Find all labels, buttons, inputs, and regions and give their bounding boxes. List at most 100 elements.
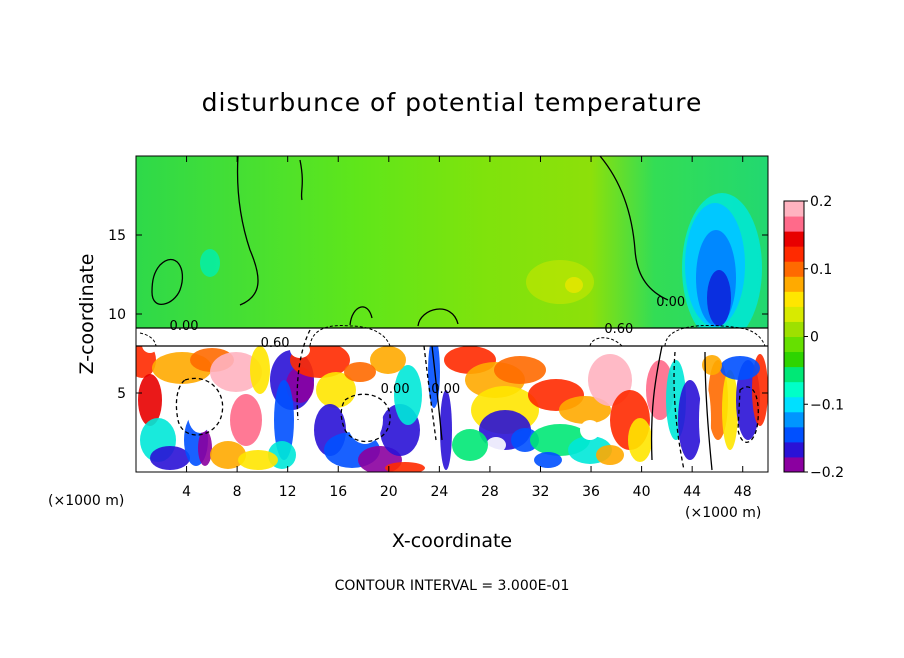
colorbar-ticks: 0.2 0.1 0 −0.1 −0.2 xyxy=(804,194,844,481)
x-unit-left: (×1000 m) xyxy=(48,493,124,509)
colorbar-swatch xyxy=(784,396,804,413)
colorbar-tick-label: −0.1 xyxy=(810,397,844,413)
turbulence-blob xyxy=(534,452,562,468)
x-tick-label: 40 xyxy=(633,484,651,500)
colorbar-swatch xyxy=(784,321,804,337)
contour-label: 0.00 xyxy=(170,319,199,334)
turbulence-blob xyxy=(486,437,506,453)
contour-bumps xyxy=(139,324,766,347)
contour-line xyxy=(417,308,459,327)
turbulence-blob xyxy=(370,346,406,374)
contour-line xyxy=(236,156,259,306)
contour-line xyxy=(299,159,303,201)
x-tick-label: 32 xyxy=(532,484,550,500)
gap-band xyxy=(136,328,768,346)
x-tick-label: 28 xyxy=(481,484,499,500)
turbulence-blob xyxy=(678,380,702,460)
contour-label: 0.00 xyxy=(656,295,685,310)
turbulence-blob xyxy=(559,396,611,424)
colorbar-swatch xyxy=(784,246,804,262)
x-tick-label: 4 xyxy=(182,484,191,500)
x-tick-label: 44 xyxy=(683,484,701,500)
contour-line xyxy=(737,386,759,443)
anomaly-small xyxy=(200,249,220,277)
contour-line xyxy=(664,324,766,347)
y-axis: 5 10 15 xyxy=(108,228,768,402)
turbulence-blob xyxy=(722,370,738,450)
colorbar-swatch xyxy=(784,276,804,292)
x-axis-label: X-coordinate xyxy=(392,530,512,552)
contour-interval-note: CONTOUR INTERVAL = 3.000E-01 xyxy=(335,578,570,594)
contour-line xyxy=(650,345,663,461)
turbulence-blank xyxy=(347,396,383,444)
colorbar-swatch xyxy=(784,231,804,247)
colorbar-swatch xyxy=(784,351,804,368)
contour-line xyxy=(349,306,373,326)
colorbar-swatch xyxy=(784,201,804,217)
turbulence-blob xyxy=(440,390,452,470)
contour-line xyxy=(139,332,157,347)
x-tick-label: 48 xyxy=(734,484,752,500)
turbulence-blob xyxy=(230,394,262,446)
turbulence-blob xyxy=(250,346,270,394)
turbulence-blob xyxy=(702,355,722,375)
plot-area: 0.00 0.60 0.00 0.00 0.60 0.00 xyxy=(136,156,768,472)
contour-label: 0.60 xyxy=(261,336,290,351)
x-tick-label: 12 xyxy=(279,484,297,500)
colorbar-swatch xyxy=(784,216,804,232)
turbulence-blob xyxy=(344,362,376,382)
x-tick-label: 36 xyxy=(582,484,600,500)
turbulence-blob xyxy=(150,446,190,470)
turbulence-blank xyxy=(188,397,212,433)
turbulence-blob xyxy=(238,450,278,470)
turbulence-blob xyxy=(720,356,760,380)
x-tick-label: 16 xyxy=(329,484,347,500)
contour-labels: 0.00 0.60 0.00 0.00 0.60 0.00 xyxy=(170,295,686,397)
turbulence-blank xyxy=(699,384,711,456)
colorbar-swatch xyxy=(784,411,804,428)
x-tick-label: 20 xyxy=(380,484,398,500)
colorbar-swatch xyxy=(784,441,804,458)
turbulence-blob xyxy=(210,441,246,469)
colorbar xyxy=(783,200,805,473)
contour-label: 0.00 xyxy=(431,382,460,397)
upper-field xyxy=(136,156,768,330)
colorbar-tick-label: 0.2 xyxy=(810,194,832,210)
x-axis: 4 8 12 16 20 24 28 32 36 40 44 48 xyxy=(182,156,752,500)
turbulence-blob xyxy=(588,354,632,406)
turbulence-blob xyxy=(385,462,425,472)
x-unit-right: (×1000 m) xyxy=(685,505,761,521)
turbulence-blob xyxy=(274,380,294,460)
turbulence-blob xyxy=(198,430,212,466)
contour-line xyxy=(340,393,391,443)
contour-line xyxy=(175,377,224,436)
anomaly-lime xyxy=(526,260,594,304)
colorbar-swatch xyxy=(784,261,804,277)
contour-line xyxy=(589,337,623,347)
contour-line xyxy=(673,351,685,471)
colorbar-tick-label: −0.2 xyxy=(810,465,844,481)
turbulence-blob xyxy=(596,445,624,465)
contour-line xyxy=(151,258,184,305)
colorbar-tick-label: 0.1 xyxy=(810,262,832,278)
contour-line xyxy=(309,325,391,347)
colorbar-swatch xyxy=(784,456,804,473)
turbulence-blob xyxy=(394,365,422,425)
y-tick-label: 5 xyxy=(117,386,126,402)
y-tick-label: 15 xyxy=(108,228,126,244)
colorbar-swatch xyxy=(784,426,804,443)
y-axis-label: Z-coordinate xyxy=(76,254,98,375)
colorbar-swatch xyxy=(784,306,804,322)
contour-line xyxy=(431,345,443,441)
contour-line xyxy=(296,329,311,421)
colorbar-swatch xyxy=(784,366,804,383)
turbulence-blob xyxy=(452,429,488,461)
turbulence-blob xyxy=(210,352,262,392)
turbulence-blob xyxy=(494,356,546,384)
chart-title: disturbunce of potential temperature xyxy=(202,88,703,117)
x-tick-label: 8 xyxy=(233,484,242,500)
contour-line xyxy=(599,156,669,301)
x-tick-label: 24 xyxy=(430,484,448,500)
